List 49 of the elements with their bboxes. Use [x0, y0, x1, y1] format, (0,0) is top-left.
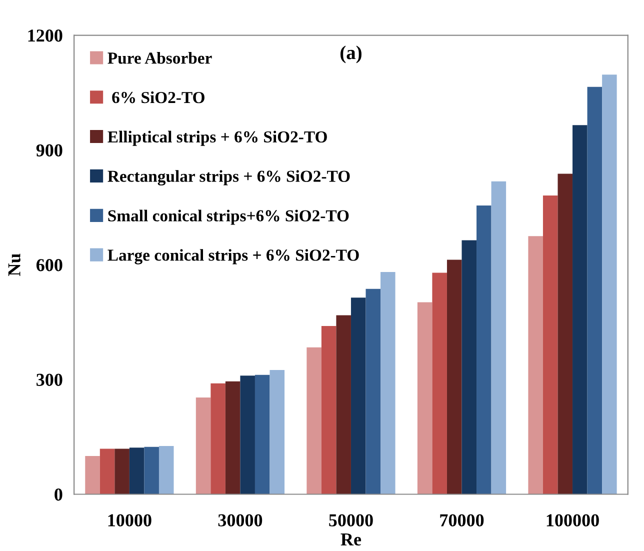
y-tick-label: 600 [36, 259, 62, 272]
bar [240, 376, 255, 494]
bar [196, 397, 211, 494]
legend-label: Pure Absorber [108, 52, 212, 64]
bar [100, 448, 115, 494]
x-tick-label: 100000 [546, 514, 599, 526]
x-axis-title: Re [340, 534, 362, 546]
bar [158, 446, 174, 494]
bar [558, 174, 573, 494]
legend-label: Elliptical strips + 6% SiO2-TO [108, 130, 327, 146]
bar [270, 370, 285, 494]
bar [380, 272, 396, 494]
y-tick-label: 1200 [28, 30, 62, 42]
bar [321, 326, 336, 494]
bar [210, 383, 226, 494]
legend-label: Rectangular strips + 6% SiO2-TO [108, 170, 350, 186]
bar [528, 236, 543, 494]
x-tick-label: 10000 [108, 514, 152, 526]
x-tick-label: 30000 [218, 514, 262, 526]
bar [225, 381, 240, 494]
y-axis-title: Nu [8, 254, 20, 276]
bar [144, 446, 159, 494]
bar [462, 240, 477, 494]
bar [572, 125, 588, 494]
bar [366, 288, 381, 494]
legend-label: 6% SiO2-TO [112, 91, 204, 104]
y-tick-label: 300 [36, 374, 62, 386]
y-tick-label: 900 [36, 144, 62, 156]
legend-label: Small conical strips+6% SiO2-TO [108, 210, 349, 225]
bar [476, 205, 492, 494]
bar [542, 196, 558, 494]
chart-title: (a) [340, 46, 362, 64]
bar [446, 260, 462, 494]
bar [432, 272, 447, 494]
bar [602, 74, 617, 494]
bar [491, 181, 506, 494]
bar [336, 315, 351, 494]
legend-label: Large conical strips + 6% SiO2-TO [108, 249, 359, 264]
y-tick-label: 0 [54, 488, 62, 501]
bar [417, 302, 432, 494]
bar [129, 448, 144, 494]
bar [587, 86, 602, 494]
x-tick-label: 70000 [440, 514, 484, 526]
x-tick-label: 50000 [329, 514, 373, 526]
bar [254, 374, 270, 494]
bar [114, 448, 130, 494]
bar [306, 347, 322, 494]
bar [350, 298, 366, 494]
bar [85, 456, 100, 494]
